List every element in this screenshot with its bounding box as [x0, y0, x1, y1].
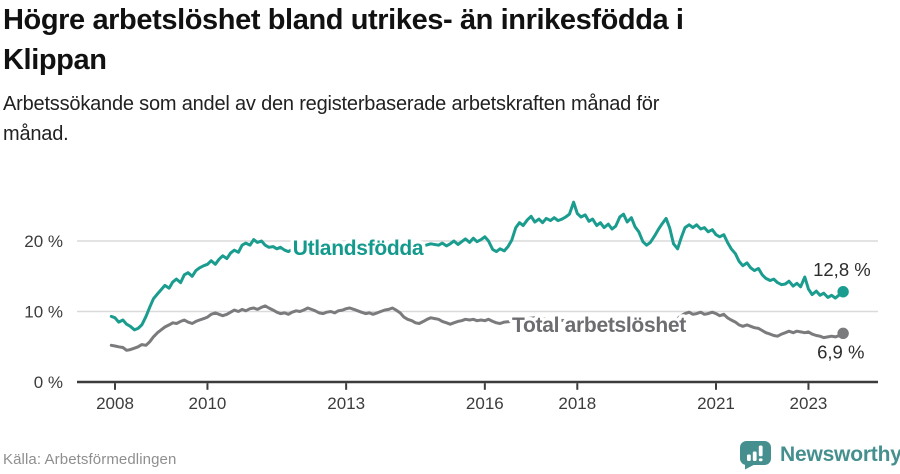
- y-tick-label: 20 %: [24, 232, 63, 251]
- x-tick-label: 2018: [558, 394, 596, 413]
- series-line-utlandsf-dda: [109, 200, 845, 332]
- y-tick-label: 0 %: [34, 373, 63, 392]
- source-note: Källa: Arbetsförmedlingen: [3, 451, 177, 468]
- x-tick-label: 2008: [96, 394, 134, 413]
- x-tick-label: 2010: [189, 394, 227, 413]
- x-tick-label: 2013: [327, 394, 365, 413]
- bar-chart-speech-bubble-icon: [740, 440, 771, 469]
- series-line-total-arbetsl-shet: [109, 304, 845, 352]
- x-tick-label: 2023: [790, 394, 828, 413]
- x-tick-label: 2021: [697, 394, 735, 413]
- series-label-utlandsf-dda: Utlandsfödda: [293, 237, 424, 260]
- y-tick-label: 10 %: [24, 303, 63, 322]
- series-label-total-arbetsl-shet: Total arbetslöshet: [512, 314, 686, 337]
- mini-bar-1: [747, 454, 751, 461]
- mini-bar-2: [752, 451, 757, 461]
- chart-subtitle: Arbetssökande som andel av den registerb…: [3, 93, 660, 145]
- end-value-label-total-arbetsl-shet: 6,9 %: [817, 341, 864, 362]
- chart-title: Högre arbetslöshet bland utrikes- än inr…: [3, 4, 684, 76]
- speech-bubble-tail: [745, 461, 755, 469]
- end-dot-total-arbetsl-shet: [837, 327, 849, 340]
- exclamation-dot: [758, 457, 763, 461]
- x-tick-label: 2016: [466, 394, 504, 413]
- end-value-label-utlandsf-dda: 12,8 %: [813, 259, 871, 280]
- unemployment-line-chart: 0 % 10 % 20 % 2008 2010 2013 2016 2018 2021 2023 U…: [24, 200, 878, 413]
- exclamation-stroke: [758, 445, 763, 456]
- end-dot-utlandsf-dda: [837, 286, 849, 298]
- newsworthy-wordmark: Newsworthy: [780, 442, 900, 466]
- newsworthy-logo: Newsworthy: [739, 439, 900, 470]
